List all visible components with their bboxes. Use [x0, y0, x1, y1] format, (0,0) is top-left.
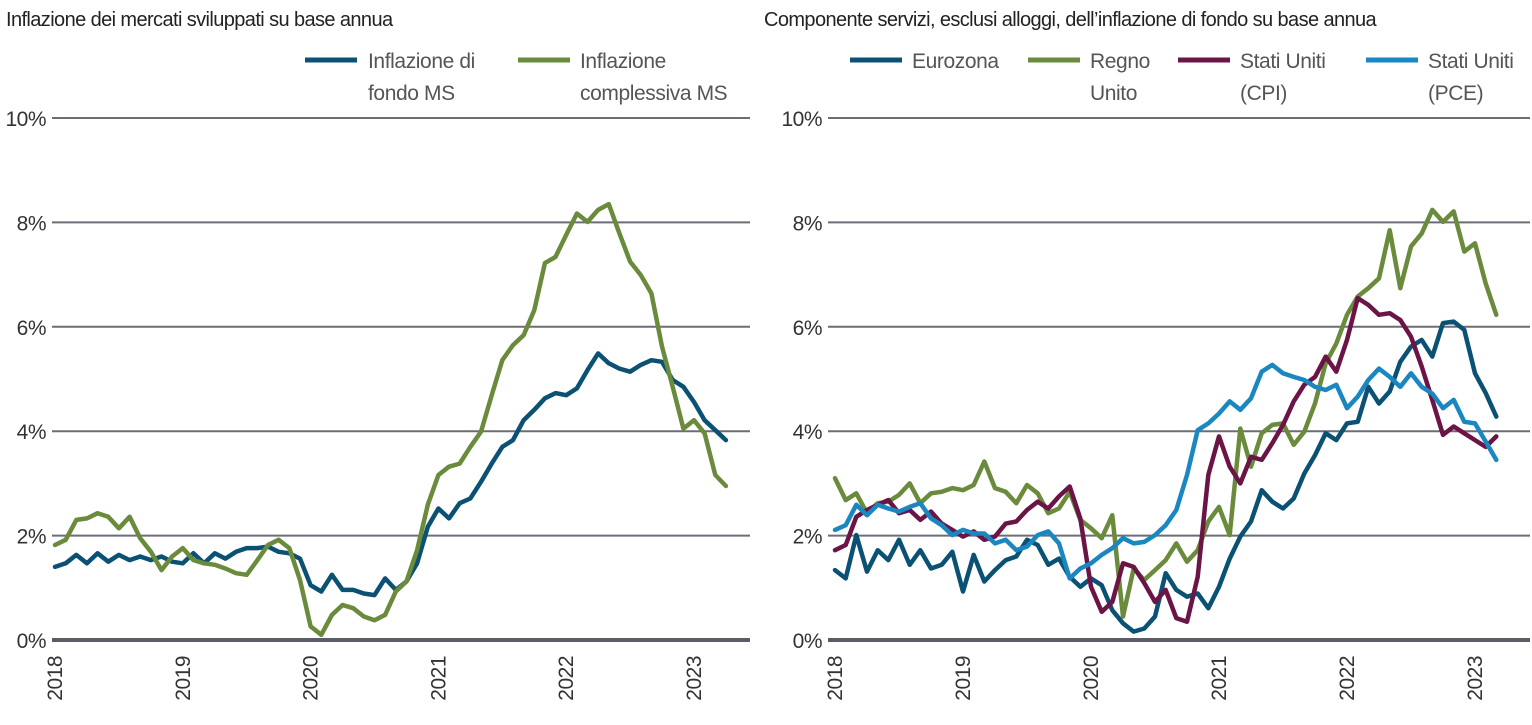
chart-right: 0% 2% 4% 6% 8% 10% 2018 2019 2020 2021 2022 2023 Eur…: [781, 50, 1530, 701]
y-tick-label: 10%: [781, 108, 822, 131]
x-tick-label: 2020: [300, 656, 323, 701]
legend-item: Regno Unito: [1028, 50, 1150, 105]
series-line-stati-uniti-pce-: [832, 362, 1499, 581]
chart-title-left: Inflazione dei mercati sviluppati su bas…: [6, 9, 394, 31]
x-tick-label: 2023: [683, 656, 706, 701]
legend-label: Regno: [1090, 50, 1150, 73]
legend-label: Stati Uniti: [1428, 50, 1513, 73]
y-tick-label: 2%: [17, 526, 46, 549]
legend-label: Inflazione di: [368, 50, 475, 73]
legend-label: complessiva MS: [580, 82, 728, 105]
x-tick-label: 2022: [555, 656, 578, 701]
legend-label: Stati Uniti: [1240, 50, 1325, 73]
y-tick-label: 8%: [793, 212, 822, 235]
y-tick-label: 10%: [5, 108, 46, 131]
y-tick-label: 6%: [17, 317, 46, 340]
legend-item: Inflazione complessiva MS: [518, 50, 728, 105]
x-tick-label: 2021: [427, 656, 450, 701]
y-tick-label: 6%: [793, 317, 822, 340]
series-line-inflazione-di-fondo-ms: [52, 351, 729, 598]
legend-item: Inflazione di fondo MS: [305, 50, 475, 105]
legend-label: fondo MS: [368, 82, 455, 105]
legend-item: Stati Uniti (CPI): [1178, 50, 1326, 105]
legend-label: Inflazione: [580, 50, 666, 73]
legend-label: (CPI): [1240, 82, 1287, 105]
y-tick-label: 8%: [17, 212, 46, 235]
x-tick-label: 2018: [824, 656, 847, 701]
series-line-inflazione-complessiva-ms: [52, 201, 729, 638]
legend-label: Eurozona: [912, 50, 999, 73]
chart-title-right: Componente servizi, esclusi alloggi, del…: [764, 9, 1378, 31]
x-tick-label: 2022: [1336, 656, 1359, 701]
x-tick-label: 2019: [172, 656, 195, 701]
x-tick-label: 2019: [952, 656, 975, 701]
y-tick-label: 4%: [17, 421, 46, 444]
x-tick-label: 2020: [1080, 656, 1103, 701]
chart-left: 0% 2% 4% 6% 8% 10% 2018 2019 2020 2021 2022 2023 Inf…: [5, 50, 750, 701]
x-tick-label: 2023: [1464, 656, 1487, 701]
legend-label: Unito: [1090, 82, 1137, 105]
legend-label: (PCE): [1428, 82, 1483, 105]
legend-item: Stati Uniti (PCE): [1366, 50, 1514, 105]
x-tick-label: 2021: [1208, 656, 1231, 701]
x-tick-label: 2018: [44, 656, 67, 701]
y-tick-label: 0%: [793, 630, 822, 653]
series-line-eurozona: [832, 319, 1499, 634]
y-tick-label: 2%: [793, 526, 822, 549]
y-tick-label: 4%: [793, 421, 822, 444]
y-tick-label: 0%: [17, 630, 46, 653]
legend-item: Eurozona: [850, 50, 1000, 73]
series-line-regno-unito: [832, 207, 1499, 619]
